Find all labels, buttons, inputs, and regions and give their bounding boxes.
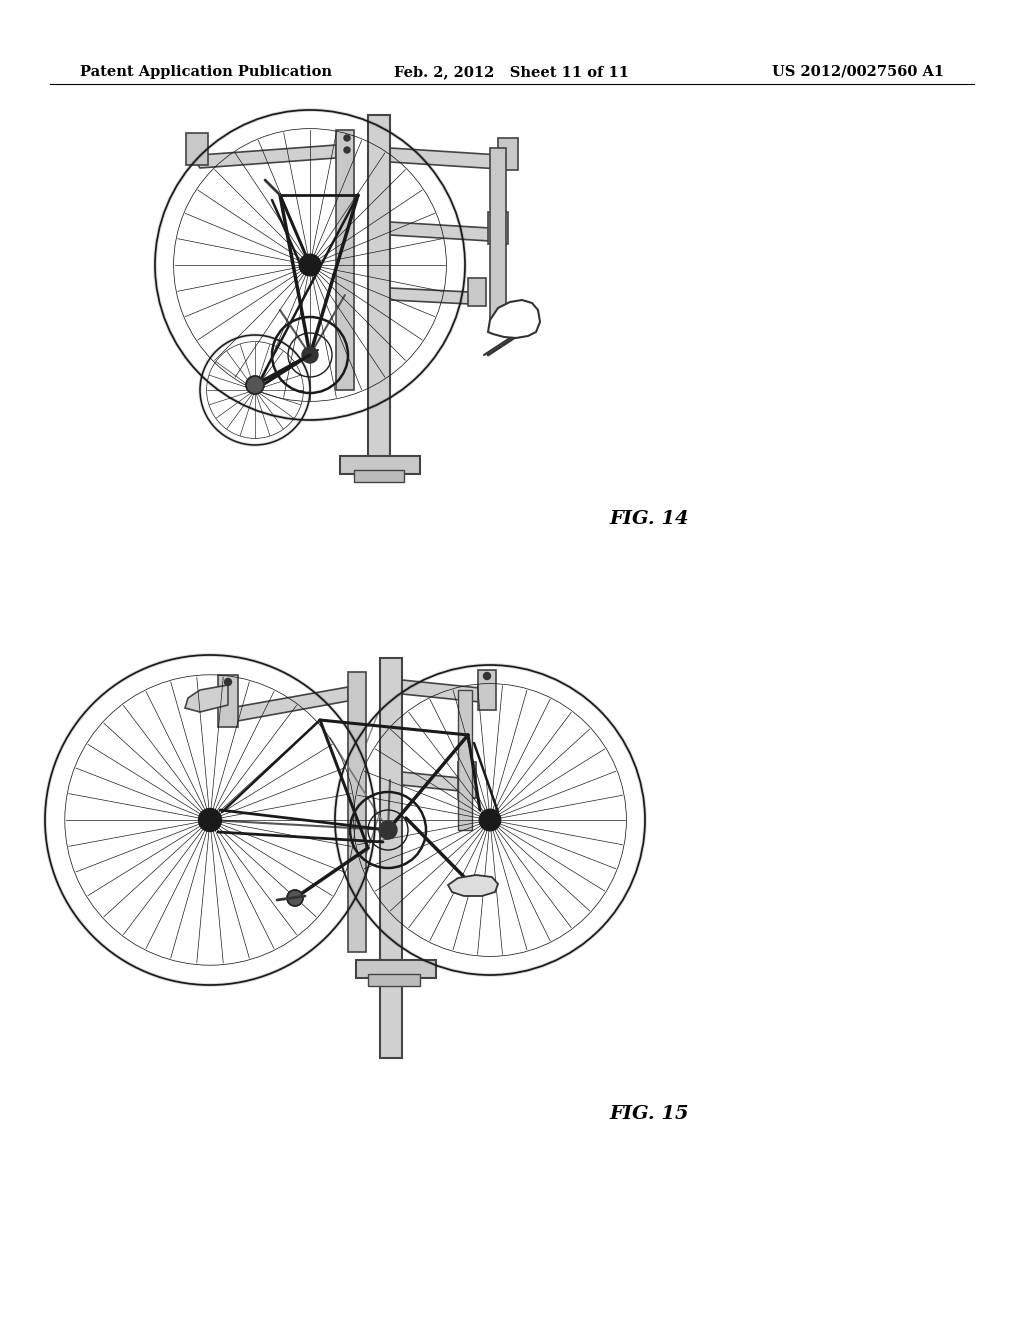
Bar [368, 974, 420, 986]
Bar [380, 657, 402, 1059]
Circle shape [302, 347, 318, 363]
Circle shape [299, 255, 321, 276]
Circle shape [199, 808, 221, 832]
Text: FIG. 14: FIG. 14 [609, 510, 689, 528]
Bar [336, 129, 354, 389]
Bar [488, 213, 508, 244]
Text: US 2012/0027560 A1: US 2012/0027560 A1 [772, 65, 944, 79]
Bar [468, 279, 486, 306]
Bar [218, 675, 238, 727]
Circle shape [379, 821, 397, 840]
Polygon shape [228, 686, 348, 722]
Circle shape [483, 672, 490, 680]
Circle shape [251, 387, 259, 393]
Polygon shape [402, 680, 484, 702]
Circle shape [287, 890, 303, 906]
Bar [478, 671, 496, 710]
Polygon shape [390, 222, 494, 242]
Bar [356, 960, 436, 978]
Bar [490, 148, 506, 327]
Circle shape [479, 809, 501, 830]
Polygon shape [196, 145, 336, 168]
Text: Patent Application Publication: Patent Application Publication [80, 65, 332, 79]
Circle shape [344, 135, 350, 141]
Circle shape [224, 678, 231, 685]
Polygon shape [449, 875, 498, 896]
Bar [368, 115, 390, 475]
Bar [186, 133, 208, 165]
Polygon shape [488, 300, 540, 338]
Text: FIG. 15: FIG. 15 [609, 1105, 689, 1123]
Bar [348, 672, 366, 952]
Bar [354, 470, 404, 482]
Polygon shape [390, 148, 504, 169]
Polygon shape [185, 685, 228, 711]
Polygon shape [402, 772, 464, 791]
Circle shape [344, 147, 350, 153]
Bar [458, 690, 472, 830]
Text: Feb. 2, 2012   Sheet 11 of 11: Feb. 2, 2012 Sheet 11 of 11 [394, 65, 630, 79]
Bar [498, 139, 518, 170]
Circle shape [246, 376, 264, 393]
Polygon shape [390, 288, 474, 304]
Bar [458, 762, 476, 799]
Bar [340, 455, 420, 474]
